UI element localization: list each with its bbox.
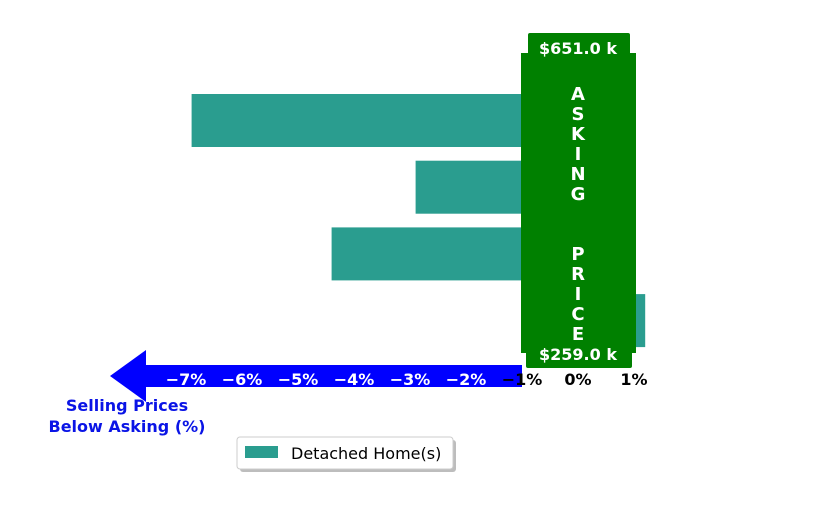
asking-price-letter: I xyxy=(575,284,582,305)
x-tick-label: −2% xyxy=(446,370,487,389)
x-axis-arrow-shape xyxy=(110,350,522,402)
asking-price-letter: R xyxy=(571,264,585,285)
x-tick-label: −1% xyxy=(502,370,543,389)
asking-price-letter: P xyxy=(571,244,584,265)
asking-price-letter: I xyxy=(575,144,582,165)
legend-entry-label: Detached Home(s) xyxy=(291,444,441,463)
asking-band-top-box xyxy=(528,33,630,63)
legend: Detached Home(s) xyxy=(236,436,456,472)
x-tick-label: −7% xyxy=(166,370,207,389)
x-tick-label: 1% xyxy=(620,370,647,389)
asking-price-letter: G xyxy=(571,184,586,205)
asking-price-letter: S xyxy=(572,104,585,125)
x-tick-label: −3% xyxy=(390,370,431,389)
x-tick-label: 0% xyxy=(564,370,591,389)
x-axis-label-line-1: Selling Prices xyxy=(66,396,188,415)
x-tick-label: −6% xyxy=(222,370,263,389)
asking-bottom-price-label: $259.0 k xyxy=(539,345,617,364)
asking-band-body xyxy=(521,53,636,353)
x-axis-arrow xyxy=(110,350,522,402)
x-tick-label: −4% xyxy=(334,370,375,389)
x-tick-label: −5% xyxy=(278,370,319,389)
asking-top-price-label: $651.0 k xyxy=(539,39,617,58)
asking-price-letter: C xyxy=(571,304,584,325)
asking-price-letter: K xyxy=(571,124,586,145)
legend-swatch xyxy=(245,446,278,458)
asking-band-bottom-box xyxy=(526,340,632,368)
asking-price-letter: E xyxy=(572,324,584,345)
legend-frame xyxy=(236,436,454,470)
asking-price-letter: N xyxy=(570,164,585,185)
x-axis-label-line-2: Below Asking (%) xyxy=(49,417,206,436)
x-tick-labels: −7% −6% −5% −4% −3% −2% −1% 0% 1% xyxy=(166,370,648,389)
asking-price-letter: A xyxy=(571,84,585,105)
bar-detached-homes xyxy=(191,94,578,147)
